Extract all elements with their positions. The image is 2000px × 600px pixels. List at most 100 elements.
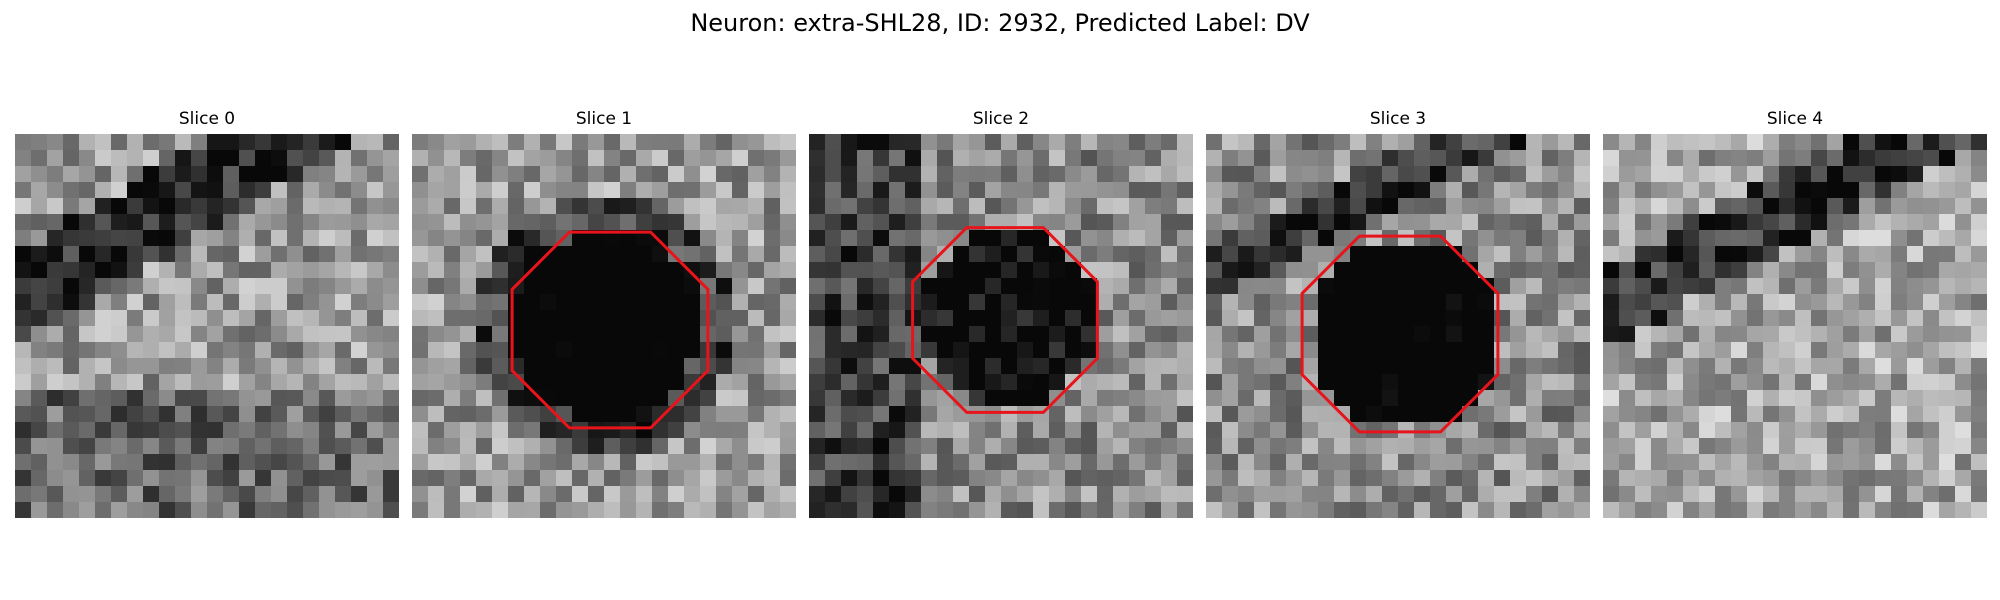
pixel: [1843, 454, 1860, 471]
pixel: [476, 326, 493, 343]
pixel: [1270, 342, 1287, 359]
pixel: [1398, 262, 1415, 279]
pixel: [636, 182, 653, 199]
pixel: [809, 262, 826, 279]
pixel: [159, 150, 176, 167]
pixel: [239, 390, 256, 407]
pixel: [444, 454, 461, 471]
pixel: [1731, 134, 1748, 151]
pixel: [1286, 150, 1303, 167]
pixel: [1206, 134, 1223, 151]
pixel: [732, 454, 749, 471]
pixel: [985, 150, 1002, 167]
pixel: [1382, 454, 1399, 471]
pixel: [1971, 326, 1987, 343]
pixel: [1526, 438, 1543, 455]
pixel: [668, 454, 685, 471]
pixel: [428, 342, 445, 359]
pixel: [1731, 406, 1748, 423]
pixel: [620, 502, 637, 518]
pixel: [1747, 374, 1764, 391]
pixel: [1318, 198, 1335, 215]
pixel: [335, 262, 352, 279]
pixel: [905, 150, 922, 167]
pixel: [1907, 422, 1924, 439]
pixel: [1574, 406, 1590, 423]
pixel: [857, 486, 874, 503]
pixel: [889, 246, 906, 263]
pixel: [95, 134, 112, 151]
pixel: [492, 166, 509, 183]
pixel: [780, 278, 796, 295]
pixel: [31, 406, 48, 423]
pixel: [1478, 150, 1495, 167]
pixel: [1715, 470, 1732, 487]
pixel: [1859, 198, 1876, 215]
pixel: [937, 134, 954, 151]
pixel: [1145, 438, 1162, 455]
pixel: [668, 438, 685, 455]
pixel: [620, 230, 637, 247]
pixel: [428, 454, 445, 471]
pixel: [716, 310, 733, 327]
pixel: [1318, 406, 1335, 423]
pixel: [953, 374, 970, 391]
pixel: [508, 182, 525, 199]
pixel: [271, 214, 288, 231]
pixel: [207, 294, 224, 311]
pixel: [1129, 134, 1146, 151]
pixel: [303, 278, 320, 295]
pixel: [873, 422, 890, 439]
pixel: [889, 486, 906, 503]
pixel: [1334, 486, 1351, 503]
pixel: [1715, 390, 1732, 407]
pixel: [1907, 246, 1924, 263]
pixel: [572, 470, 589, 487]
pixel: [1891, 454, 1908, 471]
pixel: [1302, 310, 1319, 327]
pixel: [1446, 406, 1463, 423]
pixel: [524, 342, 541, 359]
pixel: [1923, 310, 1940, 327]
pixel: [841, 326, 858, 343]
pixel: [1875, 374, 1892, 391]
pixel: [367, 470, 384, 487]
pixel: [1206, 422, 1223, 439]
pixel: [668, 502, 685, 518]
pixel: [1574, 470, 1590, 487]
pixel: [191, 166, 208, 183]
pixel: [79, 310, 96, 327]
pixel: [492, 374, 509, 391]
pixel: [1001, 454, 1018, 471]
pixel: [1510, 246, 1527, 263]
pixel: [1699, 214, 1716, 231]
pixel: [223, 454, 240, 471]
pixel: [700, 454, 717, 471]
pixel: [1619, 374, 1636, 391]
pixel: [684, 278, 701, 295]
pixel: [1731, 390, 1748, 407]
pixel: [1049, 246, 1066, 263]
pixel: [1683, 150, 1700, 167]
pixel: [1971, 166, 1987, 183]
pixel: [492, 182, 509, 199]
pixel: [1971, 390, 1987, 407]
pixel: [1129, 406, 1146, 423]
pixel: [175, 454, 192, 471]
pixel: [1699, 294, 1716, 311]
pixel: [1542, 470, 1559, 487]
pixel: [748, 390, 765, 407]
pixel: [524, 326, 541, 343]
pixel: [572, 134, 589, 151]
pixel: [889, 150, 906, 167]
pixel: [1859, 166, 1876, 183]
pixel: [159, 502, 176, 518]
pixel: [668, 262, 685, 279]
pixel: [1699, 150, 1716, 167]
pixel: [1494, 134, 1511, 151]
pixel: [476, 470, 493, 487]
pixel: [1779, 294, 1796, 311]
pixel: [1667, 230, 1684, 247]
pixel: [1206, 406, 1223, 423]
pixel: [1065, 358, 1082, 375]
